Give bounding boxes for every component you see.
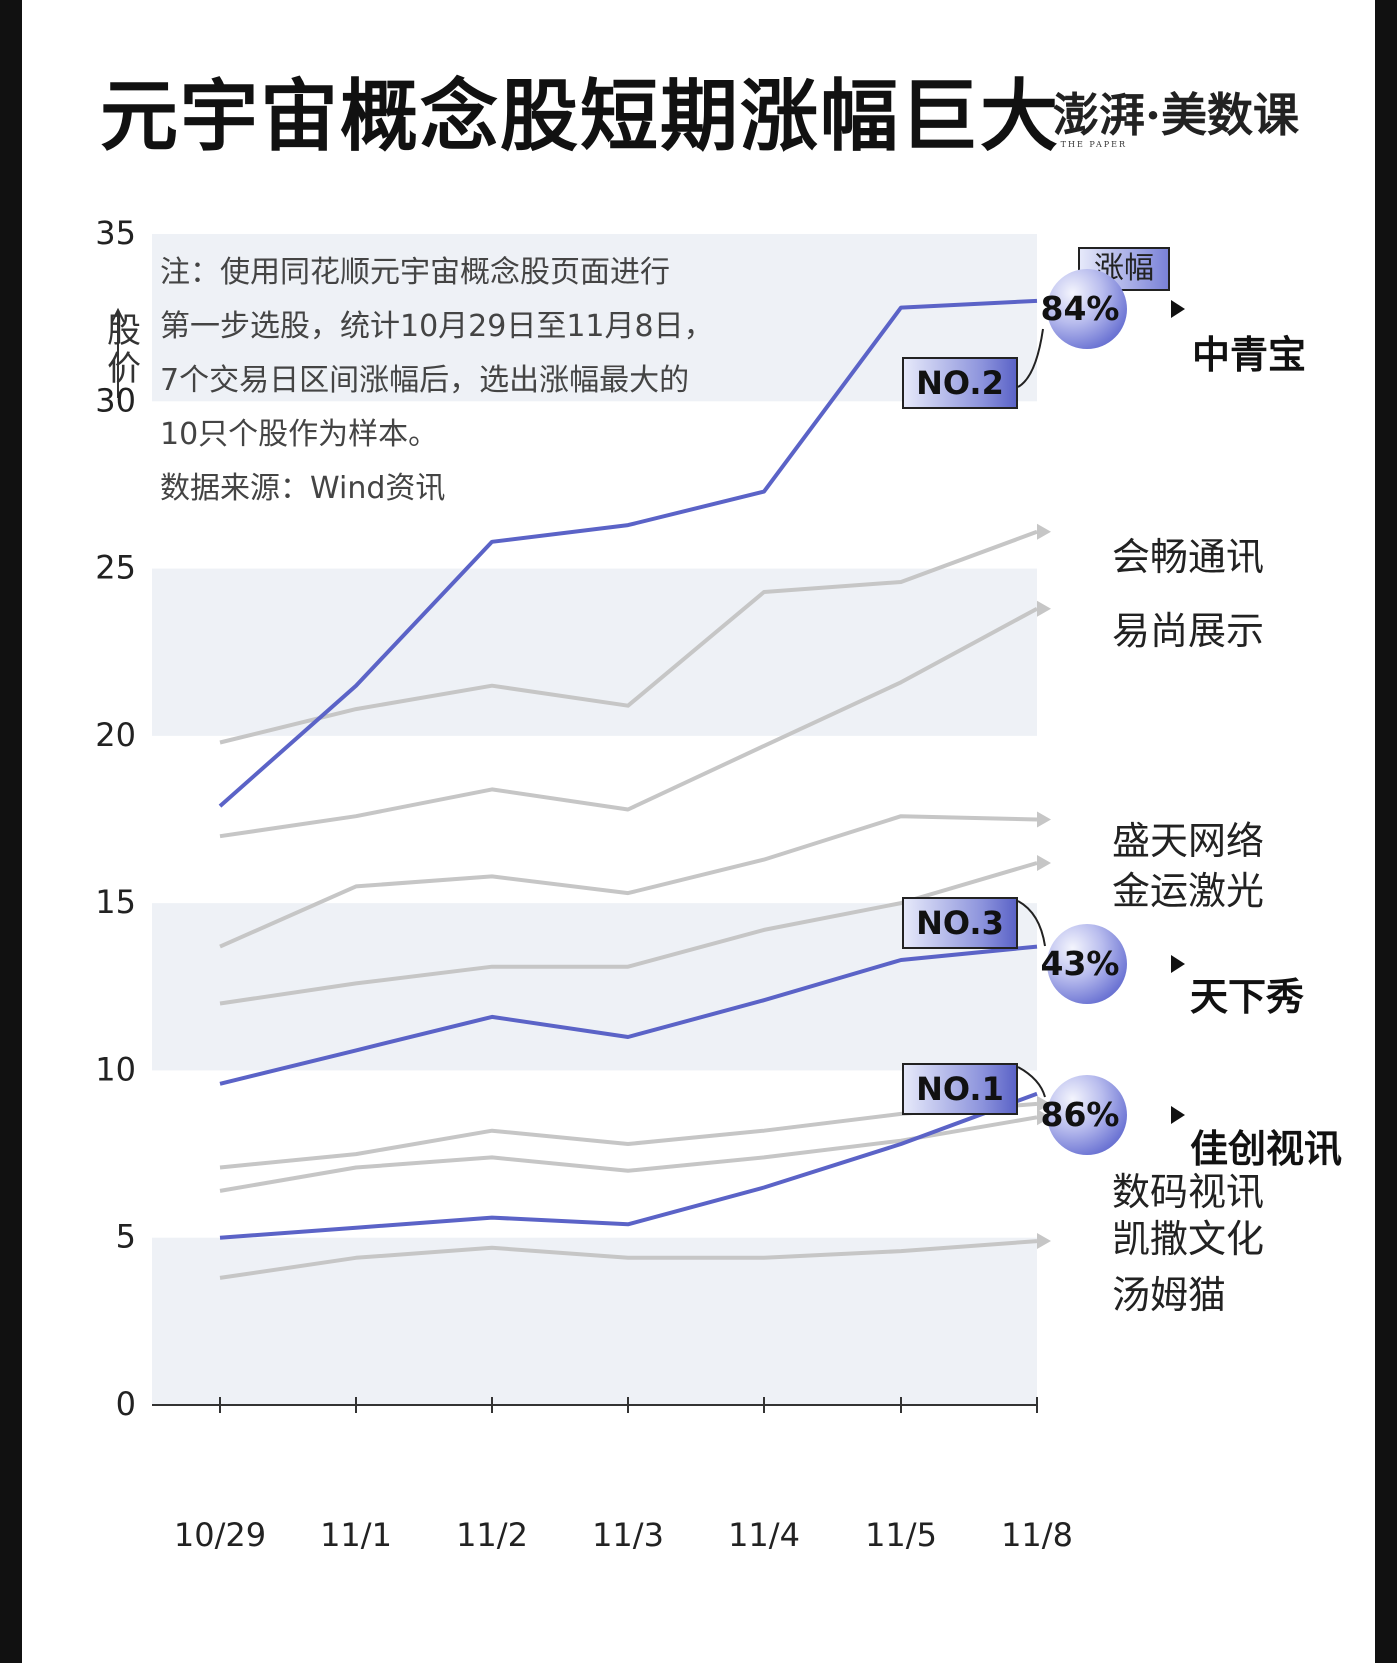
y-tick-label: 15	[95, 883, 136, 921]
y-tick-label: 30	[95, 381, 136, 419]
y-axis-label-char: 价	[107, 349, 141, 389]
label-pointer	[1171, 300, 1185, 318]
x-tick-label: 11/2	[456, 1516, 528, 1554]
y-tick-label: 35	[95, 214, 136, 252]
rank-badge: NO.1	[902, 1063, 1018, 1115]
gain-bubble: 86%	[1041, 1075, 1127, 1155]
rank-connector	[1017, 1066, 1046, 1098]
tick-labels: 0 5 10 15 20 25 30 35 10/29 11/1 11/2 11/3 11/4 11/5 1…	[95, 214, 1073, 1554]
data-source: 数据来源：Wind资讯	[160, 471, 446, 506]
series-label: 会畅通讯	[1112, 535, 1265, 579]
series-label: 盛天网络	[1112, 819, 1265, 863]
series-end-arrow	[1037, 600, 1051, 617]
y-tick-label: 25	[95, 549, 136, 587]
series-line	[219, 814, 1038, 949]
x-tick-label: 11/3	[592, 1516, 664, 1554]
series-end-arrow	[1037, 1095, 1051, 1112]
grid-band	[152, 234, 1037, 402]
series-label: 数码视讯	[1112, 1170, 1265, 1214]
series-label: 易尚展示	[1112, 609, 1265, 653]
note-line: 7个交易日区间涨幅后，选出涨幅最大的	[160, 363, 690, 398]
series-label: 金运激光	[1112, 869, 1265, 913]
note-line: 10只个股作为样本。	[160, 417, 439, 452]
brand-subtitle: THE PAPER	[1060, 140, 1127, 149]
series-line	[219, 529, 1038, 745]
series-line	[219, 861, 1038, 1006]
y-tick-label: 5	[116, 1218, 136, 1256]
series-end-arrow	[1037, 811, 1051, 828]
grid-band	[152, 568, 1037, 736]
rank-connector	[1017, 900, 1046, 947]
series-label: 天下秀	[1190, 975, 1305, 1019]
x-tick-label: 11/4	[728, 1516, 800, 1554]
series-line	[219, 1115, 1038, 1193]
rank-connector	[1017, 328, 1044, 388]
x-tick-label: 11/8	[1001, 1516, 1073, 1554]
label-pointer	[1171, 955, 1185, 973]
x-tick-label: 11/5	[865, 1516, 937, 1554]
gain-bubble: 43%	[1041, 924, 1127, 1004]
grid-bands	[152, 234, 1037, 1405]
series-line	[219, 1239, 1038, 1280]
series-label: 凯撒文化	[1112, 1217, 1265, 1261]
series-label: 中青宝	[1192, 333, 1307, 377]
chart-note: 注：使用同花顺元宇宙概念股页面进行 第一步选股，统计10月29日至11月8日， …	[160, 246, 780, 516]
series-lines	[218, 298, 1038, 1280]
line-chart: 0 5 10 15 20 25 30 35 10/29 11/1 11/2 11/3 11/4 11/5 1…	[95, 214, 1185, 1554]
series-line	[218, 298, 1038, 808]
series-label: 佳创视讯	[1190, 1127, 1343, 1171]
series-label: 汤姆猫	[1112, 1273, 1227, 1317]
y-tick-label: 20	[95, 716, 136, 754]
series-end-arrow	[1037, 1233, 1051, 1250]
y-axis-label-char: 股	[107, 311, 141, 351]
rank-badge: NO.3	[902, 897, 1018, 949]
y-axis-label: 股 价	[104, 312, 144, 388]
series-line	[219, 1101, 1038, 1170]
y-axis-arrow-head	[111, 307, 125, 323]
y-tick-label: 10	[95, 1050, 136, 1088]
series-line	[219, 606, 1038, 839]
x-tick-label: 11/1	[320, 1516, 392, 1554]
series-end-arrow	[1037, 523, 1051, 540]
brand-logo: 澎湃·美数课	[1052, 88, 1299, 142]
end-arrows	[1017, 300, 1185, 1250]
gain-bubble: 84%	[1041, 269, 1127, 349]
label-pointer	[1171, 1106, 1185, 1124]
note-line: 第一步选股，统计10月29日至11月8日，	[160, 309, 714, 344]
series-line	[219, 1091, 1038, 1240]
axes	[111, 307, 1038, 1413]
grid-band	[152, 903, 1037, 1071]
grid-band	[152, 1237, 1037, 1405]
chart-title: 元宇宙概念股短期涨幅巨大	[100, 72, 1061, 162]
rank-connectors	[1017, 328, 1046, 1098]
chart-card: 0 5 10 15 20 25 30 35 10/29 11/1 11/2 11/3 11/4 11/5 1…	[22, 0, 1375, 1663]
y-tick-label: 0	[116, 1385, 136, 1423]
rank-badge: NO.2	[902, 357, 1018, 409]
series-end-arrow	[1037, 854, 1051, 871]
x-tick-label: 10/29	[174, 1516, 266, 1554]
series-line	[219, 944, 1038, 1086]
series-end-arrow	[1037, 1109, 1051, 1126]
note-line: 注：使用同花顺元宇宙概念股页面进行	[160, 255, 670, 290]
